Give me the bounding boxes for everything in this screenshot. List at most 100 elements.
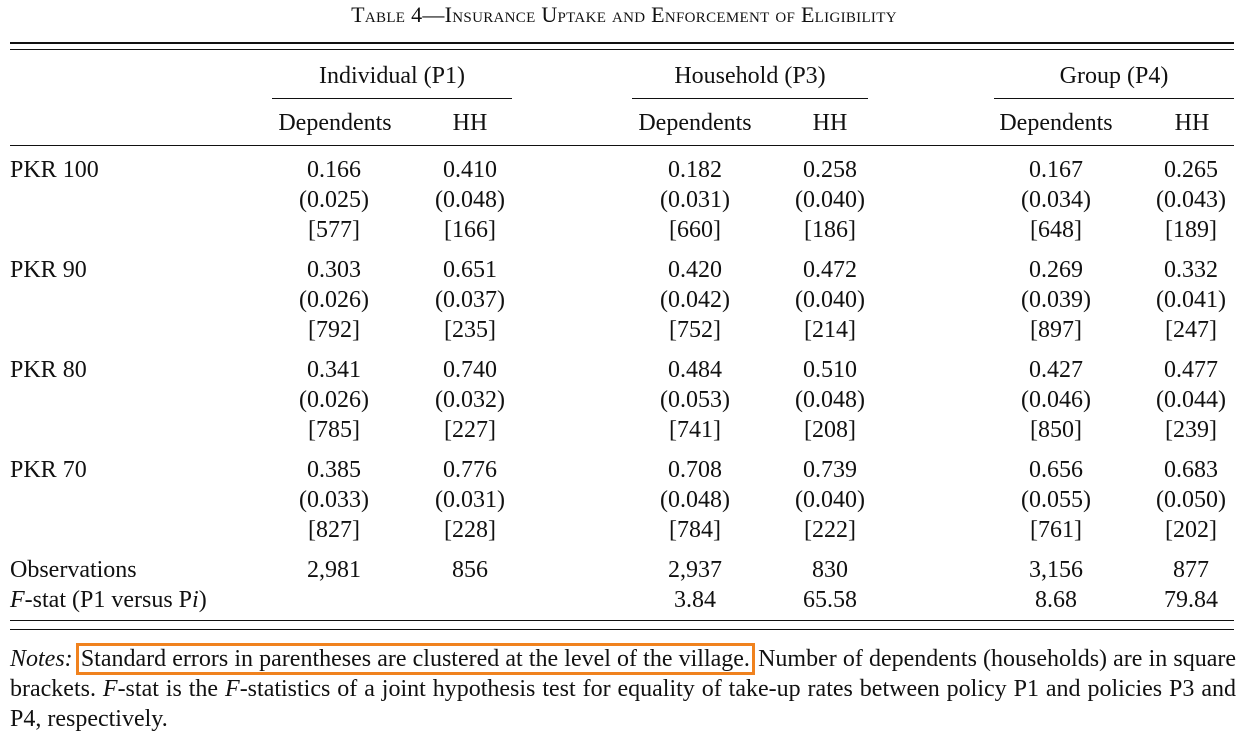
table-cell-est: 0.510 bbox=[803, 357, 857, 383]
observations-cell: 2,937 bbox=[668, 557, 722, 583]
table-cell-se: (0.048) bbox=[660, 487, 730, 513]
table-cell-se: (0.040) bbox=[795, 487, 865, 513]
table-cell-est: 0.427 bbox=[1029, 357, 1083, 383]
table-cell-se: (0.048) bbox=[435, 187, 505, 213]
table-cell-n: [850] bbox=[1030, 417, 1082, 443]
notes-text-1: Number of dependents (households) are in… bbox=[10, 646, 1237, 702]
fstat-cell: 79.84 bbox=[1164, 587, 1218, 613]
table-cell-se: (0.042) bbox=[660, 287, 730, 313]
row-label: PKR 100 bbox=[10, 157, 99, 183]
table-cell-n: [784] bbox=[669, 517, 721, 543]
row-label: PKR 70 bbox=[10, 457, 87, 483]
table-cell-est: 0.385 bbox=[307, 457, 361, 483]
table-cell-se: (0.043) bbox=[1156, 187, 1226, 213]
fstat-label-i: i bbox=[192, 587, 199, 613]
table-cell-est: 0.166 bbox=[307, 157, 361, 183]
group-underline-group bbox=[994, 98, 1234, 99]
table-cell-est: 0.332 bbox=[1164, 257, 1218, 283]
subheader-hh-p1: HH bbox=[452, 110, 488, 136]
table-cell-n: [761] bbox=[1030, 517, 1082, 543]
group-header-group: Group (P4) bbox=[1059, 63, 1169, 89]
table-cell-n: [214] bbox=[804, 317, 856, 343]
table-cell-n: [741] bbox=[669, 417, 721, 443]
table-cell-se: (0.026) bbox=[299, 387, 369, 413]
subheader-dependents-p3: Dependents bbox=[638, 110, 752, 136]
table-cell-est: 0.265 bbox=[1164, 157, 1218, 183]
table-cell-est: 0.303 bbox=[307, 257, 361, 283]
table-cell-n: [792] bbox=[308, 317, 360, 343]
table-cell-est: 0.420 bbox=[668, 257, 722, 283]
table-cell-n: [660] bbox=[669, 217, 721, 243]
fstat-label-close: ) bbox=[198, 587, 207, 613]
table-cell-n: [228] bbox=[444, 517, 496, 543]
subheader-hh-p3: HH bbox=[812, 110, 848, 136]
bottom-rule bbox=[10, 620, 1234, 621]
table-cell-se: (0.050) bbox=[1156, 487, 1226, 513]
table-cell-se: (0.039) bbox=[1021, 287, 1091, 313]
table-cell-est: 0.683 bbox=[1164, 457, 1218, 483]
table-cell-est: 0.776 bbox=[443, 457, 497, 483]
row-label: PKR 90 bbox=[10, 257, 87, 283]
header-rule bbox=[10, 145, 1234, 146]
table-cell-n: [235] bbox=[444, 317, 496, 343]
table-cell-n: [222] bbox=[804, 517, 856, 543]
fstat-label-text: -stat (P1 versus P bbox=[24, 587, 193, 613]
table-cell-se: (0.031) bbox=[435, 487, 505, 513]
bottom-rule-second bbox=[10, 629, 1234, 630]
highlighted-note: Standard errors in parentheses are clust… bbox=[75, 643, 755, 675]
table-cell-est: 0.740 bbox=[443, 357, 497, 383]
table-cell-se: (0.040) bbox=[795, 287, 865, 313]
table-cell-n: [648] bbox=[1030, 217, 1082, 243]
notes-text-2: -stat is the bbox=[117, 676, 226, 702]
subheader-dependents-p4: Dependents bbox=[999, 110, 1113, 136]
subheader-dependents-p1: Dependents bbox=[278, 110, 392, 136]
observations-cell: 856 bbox=[452, 557, 488, 583]
table-cell-est: 0.182 bbox=[668, 157, 722, 183]
table-cell-n: [785] bbox=[308, 417, 360, 443]
table-cell-est: 0.269 bbox=[1029, 257, 1083, 283]
group-underline-household bbox=[632, 98, 868, 99]
table-cell-n: [166] bbox=[444, 217, 496, 243]
group-header-household: Household (P3) bbox=[674, 63, 826, 89]
table-cell-n: [189] bbox=[1165, 217, 1217, 243]
table-cell-est: 0.258 bbox=[803, 157, 857, 183]
table-cell-se: (0.033) bbox=[299, 487, 369, 513]
table-cell-est: 0.651 bbox=[443, 257, 497, 283]
table-cell-se: (0.031) bbox=[660, 187, 730, 213]
table-cell-n: [186] bbox=[804, 217, 856, 243]
table-cell-est: 0.410 bbox=[443, 157, 497, 183]
observations-cell: 3,156 bbox=[1029, 557, 1083, 583]
table-cell-est: 0.472 bbox=[803, 257, 857, 283]
notes-text-3: -statistics of a joint hypothesis test f… bbox=[10, 676, 1236, 732]
top-rule bbox=[10, 42, 1234, 44]
fstat-cell: 8.68 bbox=[1035, 587, 1077, 613]
fstat-label-f: F bbox=[10, 587, 25, 613]
notes-f-1: F bbox=[102, 676, 118, 702]
table-cell-se: (0.048) bbox=[795, 387, 865, 413]
table-cell-est: 0.341 bbox=[307, 357, 361, 383]
table-title: Table 4—Insurance Uptake and Enforcement… bbox=[351, 2, 897, 27]
observations-label: Observations bbox=[10, 557, 137, 583]
table-cell-se: (0.044) bbox=[1156, 387, 1226, 413]
notes-label: Notes: bbox=[10, 646, 73, 672]
table-cell-se: (0.032) bbox=[435, 387, 505, 413]
table-cell-n: [827] bbox=[308, 517, 360, 543]
table-cell-se: (0.040) bbox=[795, 187, 865, 213]
row-label: PKR 80 bbox=[10, 357, 87, 383]
table-cell-se: (0.041) bbox=[1156, 287, 1226, 313]
table-cell-est: 0.708 bbox=[668, 457, 722, 483]
observations-cell: 830 bbox=[812, 557, 848, 583]
group-underline-individual bbox=[272, 98, 512, 99]
table-cell-se: (0.053) bbox=[660, 387, 730, 413]
table-cell-n: [247] bbox=[1165, 317, 1217, 343]
table-notes: Notes: Standard errors in parentheses ar… bbox=[10, 643, 1237, 734]
table-cell-n: [897] bbox=[1030, 317, 1082, 343]
fstat-cell: 65.58 bbox=[803, 587, 857, 613]
notes-f-2: F bbox=[225, 676, 240, 702]
table-cell-est: 0.477 bbox=[1164, 357, 1218, 383]
table-cell-n: [202] bbox=[1165, 517, 1217, 543]
group-header-individual: Individual (P1) bbox=[319, 63, 465, 89]
observations-cell: 877 bbox=[1173, 557, 1209, 583]
observations-cell: 2,981 bbox=[307, 557, 361, 583]
table-cell-se: (0.037) bbox=[435, 287, 505, 313]
